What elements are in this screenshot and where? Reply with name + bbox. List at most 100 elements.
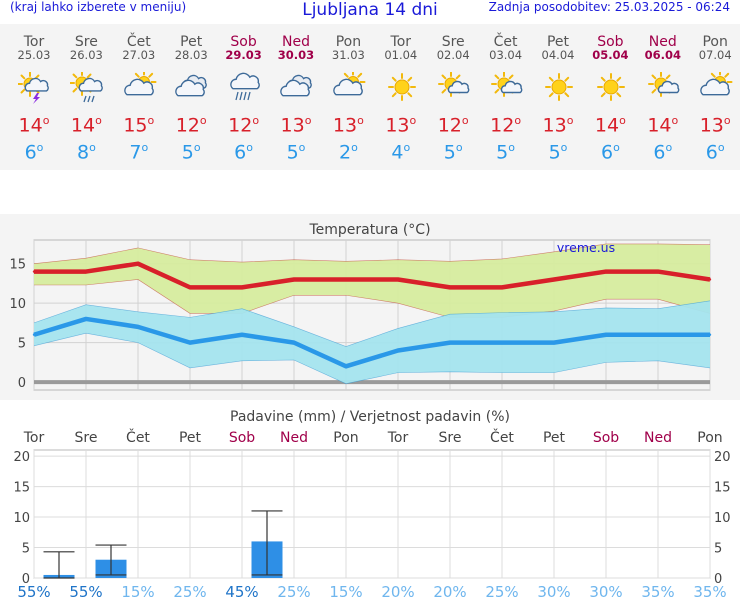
cloudy-icon	[175, 72, 209, 104]
day-date: 06.04	[644, 48, 681, 62]
max-temperature: 13o	[699, 114, 731, 137]
sun-cloud-rain-icon	[69, 70, 104, 104]
partly-cloudy-icon	[332, 69, 366, 104]
precipitation-plot-area	[33, 449, 711, 579]
temperature-point	[604, 270, 608, 273]
day-forecast: Sob 29.03 12o 6o	[218, 24, 270, 170]
day-forecast: Sre 26.03 14o 8o	[60, 24, 112, 170]
thunderstorm-sun-icon	[17, 71, 52, 104]
page-title: Ljubljana 14 dni	[302, 0, 438, 20]
temperature-point	[344, 365, 348, 368]
temperature-point	[708, 333, 712, 336]
day-date: 07.04	[698, 48, 732, 62]
y-tick-label: 5	[18, 337, 26, 352]
sunny-icon	[542, 72, 576, 104]
min-temperature: 2o	[338, 141, 358, 164]
band-upper-edge	[33, 300, 711, 347]
precip-probability: 35%	[693, 583, 726, 600]
temperature-point	[448, 341, 452, 344]
partly-cloudy-icon	[123, 69, 157, 104]
precipitation-chart-title: Padavine (mm) / Verjetnost padavin (%)	[230, 409, 510, 425]
day-forecast: Ned 06.04 14o 6o	[637, 24, 689, 170]
precip-probability: 45%	[225, 583, 258, 600]
temperature-point	[344, 278, 348, 281]
day-name: Pet	[180, 34, 203, 50]
temperature-point	[32, 333, 36, 336]
day-name: Sob	[230, 34, 257, 50]
y-tick-label: 15	[9, 258, 26, 273]
precip-day-label: Pon	[697, 430, 722, 446]
temperature-line	[34, 261, 711, 290]
day-date: 29.03	[225, 48, 262, 62]
temperature-point	[396, 278, 400, 281]
precip-day-label: Čet	[490, 428, 514, 446]
y-tick-label-right: 15	[714, 481, 731, 496]
y-tick-label: 10	[9, 297, 26, 312]
day-name: Pon	[702, 34, 728, 50]
temperature-chart: Temperatura (°C) 0 5 10 15 vreme.us	[0, 214, 740, 400]
max-temperature: 12o	[437, 114, 469, 137]
temperature-point	[136, 262, 140, 265]
max-temperature: 15o	[123, 114, 155, 137]
temperature-chart-title: Temperatura (°C)	[308, 222, 430, 238]
precip-probability: 15%	[121, 583, 154, 600]
temperature-point	[552, 341, 556, 344]
day-forecast: Tor 01.04 13o 4o	[375, 24, 427, 170]
temperature-point	[604, 333, 608, 336]
max-temperature: 12o	[228, 114, 260, 137]
max-temperature: 14o	[18, 114, 50, 137]
last-updated: Zadnja posodobitev: 25.03.2025 - 06:24	[488, 0, 730, 14]
day-name: Tor	[390, 34, 412, 50]
precip-probability: 15%	[329, 583, 362, 600]
day-name: Pet	[546, 34, 570, 50]
precip-probability: 25%	[277, 583, 310, 600]
y-tick-label-right: 20	[714, 450, 731, 465]
band-upper-edge	[33, 243, 711, 264]
temperature-band	[34, 300, 710, 384]
y-tick-label-left: 20	[13, 450, 30, 465]
day-date: 01.04	[384, 48, 418, 62]
temperature-point	[240, 286, 244, 289]
temperature-line	[33, 316, 710, 369]
temperature-point	[84, 270, 88, 273]
precip-day-label: Čet	[126, 428, 150, 446]
precip-probability: 20%	[381, 583, 414, 600]
min-temperature: 6o	[653, 141, 673, 164]
max-temperature: 12o	[490, 114, 522, 137]
precip-day-label: Sre	[439, 430, 462, 446]
forecast-strip: Tor 25.03 14o 6o Sre 26.03 14o 8o Čet 27.03 15o 7o P…	[0, 24, 740, 170]
sunny-icon	[385, 72, 419, 104]
min-temperature: 5o	[548, 141, 568, 164]
day-forecast: Pon 07.04 13o 6o	[689, 24, 740, 170]
min-temperature: 6o	[705, 141, 725, 164]
min-temperature: 7o	[129, 141, 149, 164]
day-date: 02.04	[436, 48, 470, 62]
band-lower-edge	[33, 332, 711, 384]
watermark: vreme.us	[557, 240, 615, 255]
partly-cloudy-icon	[699, 69, 733, 104]
temperature-point	[188, 286, 192, 289]
cloud-rain-icon	[228, 72, 262, 104]
precip-probability: 30%	[589, 583, 622, 600]
cloudy-icon	[280, 72, 314, 104]
day-forecast: Tor 25.03 14o 6o	[8, 24, 60, 170]
precip-day-label: Pet	[179, 430, 202, 446]
day-forecast: Ned 30.03 13o 5o	[270, 24, 322, 170]
temperature-point	[656, 270, 660, 273]
mostly-sunny-icon	[490, 71, 524, 104]
day-name: Čet	[126, 34, 151, 50]
temperature-point	[552, 278, 556, 281]
temperature-point	[500, 286, 504, 289]
precip-probability: 30%	[537, 583, 570, 600]
min-temperature: 8o	[76, 141, 96, 164]
day-forecast: Čet 03.04 12o 5o	[480, 24, 532, 170]
precip-probability: 55%	[17, 583, 50, 600]
day-date: 05.04	[592, 48, 629, 62]
precip-probability: 35%	[641, 583, 674, 600]
day-date: 03.04	[489, 48, 523, 62]
day-name: Sob	[597, 34, 624, 50]
precip-day-label: Tor	[23, 430, 45, 446]
day-forecast: Sob 05.04 14o 6o	[584, 24, 636, 170]
day-forecast: Pet 28.03 12o 5o	[165, 24, 217, 170]
max-temperature: 14o	[70, 114, 102, 137]
